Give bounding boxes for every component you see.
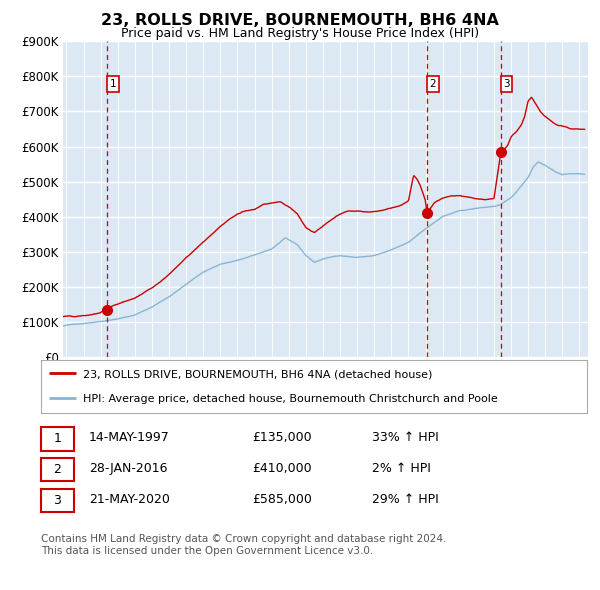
Text: 3: 3	[503, 79, 510, 89]
Text: 1: 1	[110, 79, 116, 89]
Text: 14-MAY-1997: 14-MAY-1997	[89, 431, 170, 444]
Text: 1: 1	[53, 432, 61, 445]
Text: 23, ROLLS DRIVE, BOURNEMOUTH, BH6 4NA (detached house): 23, ROLLS DRIVE, BOURNEMOUTH, BH6 4NA (d…	[83, 369, 433, 379]
Text: 3: 3	[53, 494, 61, 507]
Text: 33% ↑ HPI: 33% ↑ HPI	[372, 431, 439, 444]
Text: 28-JAN-2016: 28-JAN-2016	[89, 462, 167, 475]
Text: 23, ROLLS DRIVE, BOURNEMOUTH, BH6 4NA: 23, ROLLS DRIVE, BOURNEMOUTH, BH6 4NA	[101, 13, 499, 28]
Text: £410,000: £410,000	[252, 462, 311, 475]
Text: Price paid vs. HM Land Registry's House Price Index (HPI): Price paid vs. HM Land Registry's House …	[121, 27, 479, 40]
Text: HPI: Average price, detached house, Bournemouth Christchurch and Poole: HPI: Average price, detached house, Bour…	[83, 394, 498, 404]
Text: 2: 2	[53, 463, 61, 476]
Text: Contains HM Land Registry data © Crown copyright and database right 2024.
This d: Contains HM Land Registry data © Crown c…	[41, 534, 446, 556]
Text: 29% ↑ HPI: 29% ↑ HPI	[372, 493, 439, 506]
Text: £135,000: £135,000	[252, 431, 311, 444]
Text: 21-MAY-2020: 21-MAY-2020	[89, 493, 170, 506]
Text: 2: 2	[430, 79, 436, 89]
Text: £585,000: £585,000	[252, 493, 312, 506]
Text: 2% ↑ HPI: 2% ↑ HPI	[372, 462, 431, 475]
